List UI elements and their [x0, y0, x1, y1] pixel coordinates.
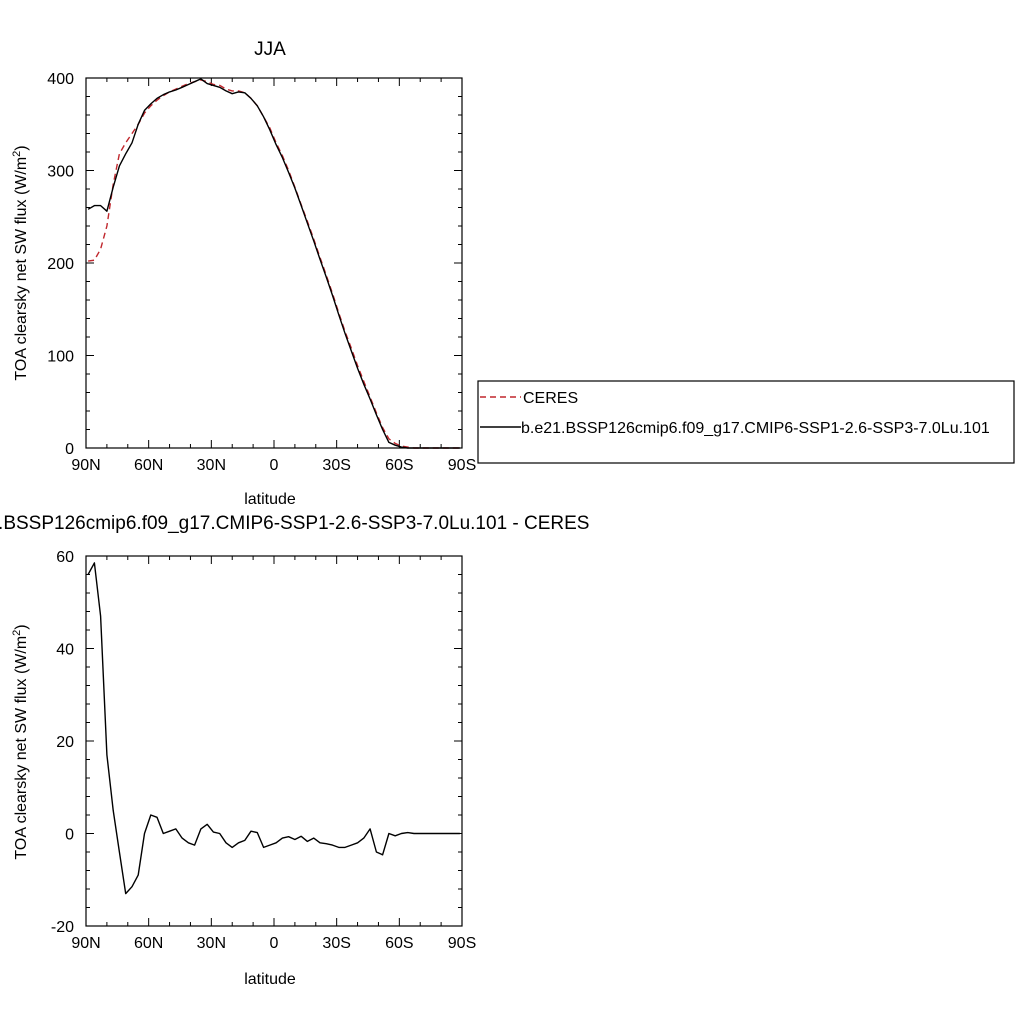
x-tick-label: 0 [270, 935, 279, 952]
y-tick-label: 200 [47, 256, 74, 273]
legend-box [477, 380, 1015, 464]
top-plot-ylabel: TOA clearsky net SW flux (W/m2) [11, 145, 30, 380]
bottom-plot-xlabel: latitude [244, 971, 296, 988]
x-tick-label: 60N [134, 935, 163, 952]
bottom-plot-ticks [85, 555, 463, 927]
series-line-0 [88, 79, 460, 449]
x-tick-label: 30N [197, 935, 226, 952]
x-tick-label: 30N [197, 457, 226, 474]
series-line-0 [87, 562, 460, 895]
x-tick-label: 60S [385, 935, 413, 952]
bottom-plot-series [87, 562, 460, 895]
legend-label-ceres: CERES [523, 390, 578, 407]
series-line-1 [87, 78, 460, 449]
x-tick-label: 60N [134, 457, 163, 474]
y-tick-label: 60 [56, 549, 74, 566]
x-tick-label: 60S [385, 457, 413, 474]
top-plot: JJA 90N 60N 30N 0 30S 60S 90S 0 100 200 300 400 lat… [11, 39, 476, 508]
bottom-plot-frame [85, 555, 463, 927]
y-tick-label: 20 [56, 734, 74, 751]
y-tick-label: 100 [47, 349, 74, 366]
y-tick-label: 0 [65, 441, 74, 458]
x-tick-label: 90S [448, 457, 476, 474]
x-tick-label: 30S [322, 457, 350, 474]
x-tick-label: 90N [71, 457, 100, 474]
y-tick-label: -20 [51, 919, 74, 936]
top-plot-frame [85, 77, 463, 449]
y-tick-label: 300 [47, 164, 74, 181]
x-tick-label: 90S [448, 935, 476, 952]
x-tick-label: 90N [71, 935, 100, 952]
legend-label-model: b.e21.BSSP126cmip6.f09_g17.CMIP6-SSP1-2.… [521, 420, 990, 437]
y-tick-label: 400 [47, 71, 74, 88]
y-tick-label: 40 [56, 642, 74, 659]
top-plot-series [87, 78, 460, 449]
top-plot-title: JJA [254, 39, 286, 60]
top-plot-xlabel: latitude [244, 491, 296, 508]
bottom-plot: b.e21.BSSP126cmip6.f09_g17.CMIP6-SSP1-2.… [0, 513, 589, 988]
top-plot-ticks [85, 77, 463, 449]
bottom-plot-tick-labels: 90N 60N 30N 0 30S 60S 90S -20 0 20 40 60 [51, 549, 476, 952]
y-tick-label: 0 [65, 827, 74, 844]
legend: CERES b.e21.BSSP126cmip6.f09_g17.CMIP6-S… [477, 380, 1015, 464]
bottom-plot-title: b.e21.BSSP126cmip6.f09_g17.CMIP6-SSP1-2.… [0, 513, 589, 534]
top-plot-tick-labels: 90N 60N 30N 0 30S 60S 90S 0 100 200 300 400 [47, 71, 476, 474]
x-tick-label: 30S [322, 935, 350, 952]
x-tick-label: 0 [270, 457, 279, 474]
bottom-plot-ylabel: TOA clearsky net SW flux (W/m2) [11, 624, 30, 859]
